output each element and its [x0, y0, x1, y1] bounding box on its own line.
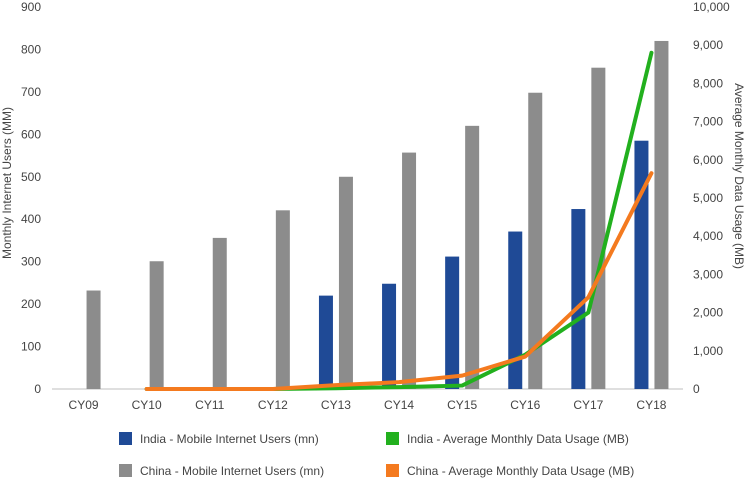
y-tick-label: 400: [21, 212, 41, 226]
y-tick-label: 600: [21, 127, 41, 141]
y-tick-label: 300: [21, 255, 41, 269]
y-tick-label: 100: [21, 340, 41, 354]
x-tick-label: CY18: [636, 398, 666, 412]
x-tick-label: CY11: [195, 398, 224, 412]
y2-tick-label: 1,000: [693, 344, 723, 358]
legend-item-china-users: China - Mobile Internet Users (mn): [119, 464, 324, 478]
bar-india-mobile-internet-users-mn: [445, 256, 460, 389]
bar-china-mobile-internet-users-mn: [402, 152, 417, 389]
x-tick-label: CY15: [447, 398, 477, 412]
x-tick-label: CY17: [573, 398, 603, 412]
bar-china-mobile-internet-users-mn: [465, 125, 480, 389]
x-tick-label: CY14: [384, 398, 414, 412]
bars: [86, 40, 669, 389]
x-tick-label: CY12: [258, 398, 288, 412]
legend-item-india-data: India - Average Monthly Data Usage (MB): [386, 432, 629, 446]
y2-tick-label: 4,000: [693, 229, 723, 243]
x-tick-label: CY13: [321, 398, 351, 412]
line-china-average-monthly-data-usage-mb: [144, 171, 654, 391]
bar-china-mobile-internet-users-mn: [654, 40, 669, 389]
y2-tick-label: 9,000: [693, 38, 723, 52]
y-tick-label: 500: [21, 170, 41, 184]
lines: [144, 50, 654, 391]
legend-swatch-india-data: [386, 432, 399, 445]
bar-india-mobile-internet-users-mn: [382, 283, 397, 389]
bar-india-mobile-internet-users-mn: [634, 140, 649, 389]
legend-item-india-users: India - Mobile Internet Users (mn): [119, 432, 319, 446]
bar-china-mobile-internet-users-mn: [338, 176, 353, 389]
legend-item-china-data: China - Average Monthly Data Usage (MB): [386, 464, 634, 478]
y2-axis-title: Average Monthly Data Usage (MB): [732, 83, 745, 269]
bar-india-mobile-internet-users-mn: [318, 295, 333, 389]
y2-tick-label: 8,000: [693, 76, 723, 90]
legend-swatch-china-users: [119, 464, 132, 477]
legend-label-india-data: India - Average Monthly Data Usage (MB): [407, 432, 629, 446]
x-tick-label: CY10: [132, 398, 162, 412]
y2-tick-label: 7,000: [693, 115, 723, 129]
bar-china-mobile-internet-users-mn: [275, 210, 290, 389]
y-tick-label: 900: [21, 0, 41, 14]
y2-tick-label: 5,000: [693, 191, 723, 205]
y-tick-label: 0: [34, 382, 41, 396]
legend: India - Mobile Internet Users (mn) China…: [119, 432, 634, 478]
legend-label-china-data: China - Average Monthly Data Usage (MB): [407, 464, 634, 478]
y2-tick-label: 0: [693, 382, 700, 396]
y2-tick-label: 3,000: [693, 267, 723, 281]
legend-swatch-india-users: [119, 432, 132, 445]
y-axis-ticks: 0 100 200 300 400 500 600 700 800 900: [21, 0, 41, 396]
y2-tick-label: 2,000: [693, 306, 723, 320]
bar-china-mobile-internet-users-mn: [149, 261, 164, 389]
x-tick-label: CY09: [69, 398, 99, 412]
legend-label-india-users: India - Mobile Internet Users (mn): [140, 432, 319, 446]
y-tick-label: 700: [21, 85, 41, 99]
bar-china-mobile-internet-users-mn: [86, 290, 101, 389]
bar-china-mobile-internet-users-mn: [591, 67, 606, 389]
bar-india-mobile-internet-users-mn: [571, 209, 586, 389]
y2-tick-label: 10,000: [693, 0, 730, 14]
y-tick-label: 800: [21, 42, 41, 56]
y2-axis-ticks: 0 1,000 2,000 3,000 4,000 5,000 6,000 7,000 8,00…: [693, 0, 730, 396]
bar-india-mobile-internet-users-mn: [508, 231, 523, 389]
x-axis-ticks: CY09 CY10 CY11 CY12 CY13 CY14 CY15 CY16 CY17 CY18: [69, 398, 667, 412]
y-axis-title: Monthly Internet Users (MM): [0, 107, 14, 259]
legend-label-china-users: China - Mobile Internet Users (mn): [140, 464, 324, 478]
legend-swatch-china-data: [386, 464, 399, 477]
bar-china-mobile-internet-users-mn: [212, 237, 227, 389]
y2-tick-label: 6,000: [693, 153, 723, 167]
y-tick-label: 200: [21, 297, 41, 311]
bar-china-mobile-internet-users-mn: [528, 92, 543, 389]
x-tick-label: CY16: [510, 398, 540, 412]
